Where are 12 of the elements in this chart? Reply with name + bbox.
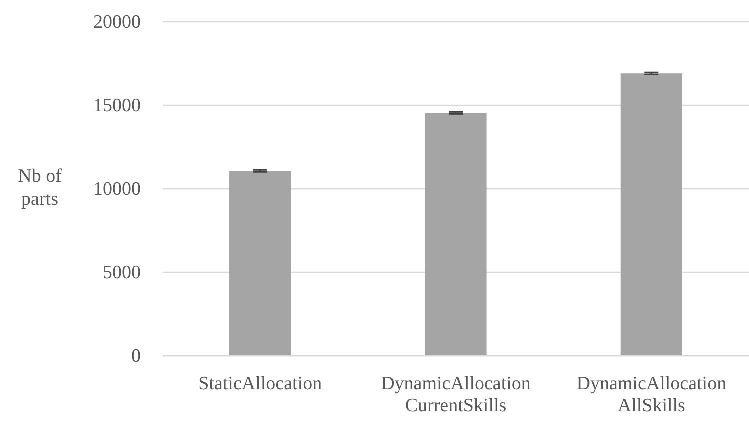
- x-tick-label: StaticAllocation: [198, 373, 323, 394]
- bar: [620, 74, 682, 356]
- x-tick-label: DynamicAllocation CurrentSkills: [381, 373, 532, 416]
- bar: [425, 113, 487, 356]
- y-tick-label: 20000: [94, 12, 141, 34]
- y-axis-title: Nb of parts: [18, 166, 63, 210]
- x-tick-label: DynamicAllocation AllSkills: [576, 373, 728, 416]
- bar: [230, 171, 292, 356]
- y-tick-label: 10000: [94, 179, 141, 200]
- y-tick-label: 5000: [103, 262, 141, 284]
- y-tick-label: 0: [132, 346, 141, 368]
- y-tick-label: 15000: [94, 96, 141, 117]
